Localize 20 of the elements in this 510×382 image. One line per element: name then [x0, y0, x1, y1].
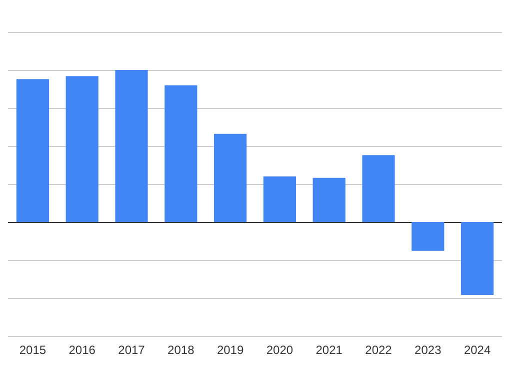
- bar: [362, 155, 395, 222]
- x-tick-label: 2017: [118, 343, 146, 357]
- x-tick-label: 2024: [464, 343, 491, 357]
- x-tick-label: 2015: [19, 343, 46, 357]
- x-tick-label: 2023: [414, 343, 442, 357]
- x-tick-label: 2022: [365, 343, 392, 357]
- x-tick-label: 2020: [266, 343, 294, 357]
- bar: [461, 222, 494, 295]
- x-tick-label: 2018: [168, 343, 195, 357]
- x-tick-label: 2019: [216, 343, 244, 357]
- bar: [16, 79, 49, 222]
- bar: [214, 134, 247, 222]
- bar: [312, 178, 346, 222]
- bar: [164, 85, 198, 222]
- bar: [115, 70, 148, 222]
- bar: [263, 176, 296, 222]
- bar: [66, 76, 98, 222]
- x-tick-label: 2021: [316, 343, 343, 357]
- x-tick-label: 2016: [68, 343, 96, 357]
- bar: [412, 222, 444, 251]
